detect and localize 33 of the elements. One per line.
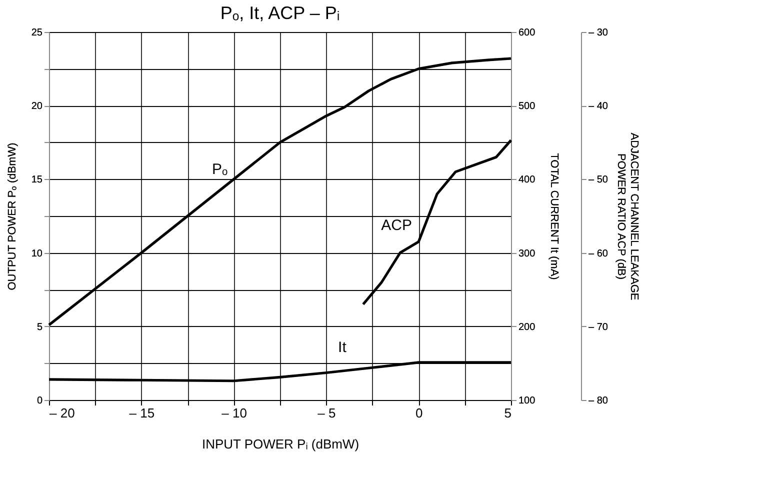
y-tick-label: 20 xyxy=(31,101,43,112)
y3-tick-label: – 70 xyxy=(588,322,608,333)
x-tick-label: 5 xyxy=(504,406,512,420)
x-axis-title: INPUT POWER Pᵢ (dBmW) xyxy=(202,436,360,452)
x-tick-label: – 20 xyxy=(50,406,75,420)
y-tick-label: 0 xyxy=(36,396,43,406)
y3-tick-label: – 30 xyxy=(588,28,608,38)
series-label: Pₒ xyxy=(212,161,228,178)
y3-tick-label: – 40 xyxy=(588,101,608,112)
y2-tick-label: 300 xyxy=(518,248,536,260)
series-label: It xyxy=(338,338,348,356)
y-tick-label: 15 xyxy=(31,174,43,186)
y-tick-label: 10 xyxy=(31,248,43,260)
y3-tick-label: – 50 xyxy=(588,174,608,186)
y3-tick-label: – 60 xyxy=(588,248,608,260)
text: POWER RATIO ACP (dB) xyxy=(614,153,627,280)
y2-tick-label: 200 xyxy=(518,322,536,333)
series-label: ACP xyxy=(381,216,412,234)
y2-axis-title: TOTAL CURRENT It (mA) xyxy=(548,153,560,280)
x-tick-label: – 5 xyxy=(318,406,336,420)
x-tick-label: – 10 xyxy=(222,406,247,420)
y2-tick-label: 100 xyxy=(518,396,536,406)
y2-tick-label: 600 xyxy=(518,28,536,38)
y2-tick-label: 500 xyxy=(518,101,536,112)
y-tick-label: 25 xyxy=(31,28,43,38)
y-axis-title: OUTPUT POWER Pₒ (dBmW) xyxy=(6,142,18,290)
y2-tick-label: 400 xyxy=(518,174,536,186)
x-tick-label: 0 xyxy=(415,406,423,420)
y-tick-label: 5 xyxy=(36,322,43,333)
text: ADJACENT CHANNEL LEAKAGE xyxy=(628,132,640,300)
x-tick-label: – 15 xyxy=(129,406,155,420)
chart-title: Pₒ, It, ACP – Pᵢ xyxy=(220,3,340,23)
y3-tick-label: – 80 xyxy=(588,396,608,406)
